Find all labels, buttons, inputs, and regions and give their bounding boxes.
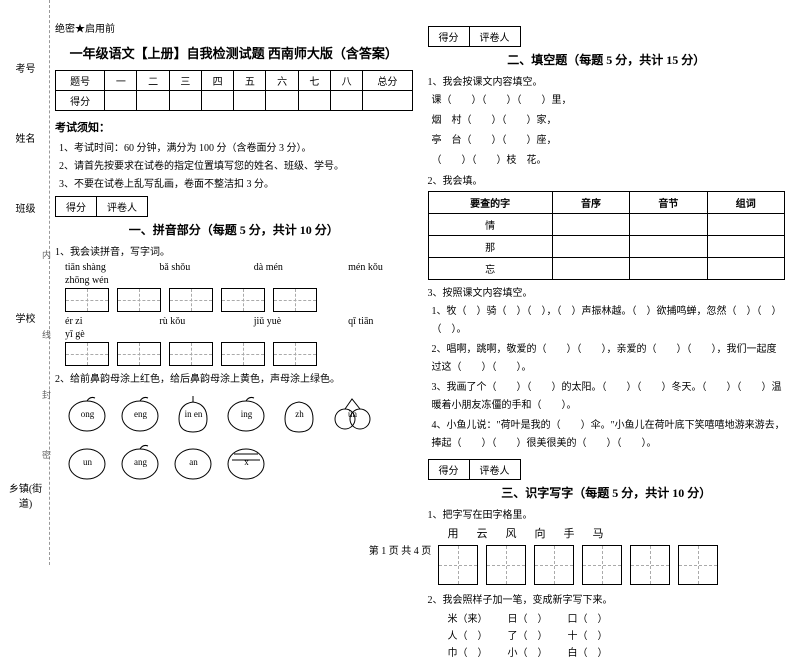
notice-item: 1、考试时间：60 分钟，满分为 100 分（含卷面分 3 分）。: [55, 139, 413, 154]
binding-margin: 考号 姓名 班级 学校 乡镇(街道) 内 线 封 密: [0, 0, 50, 565]
section-1-title: 一、拼音部分（每题 5 分，共计 10 分）: [55, 221, 413, 238]
fruit-shape: eng: [118, 394, 163, 434]
tianzige-cell: [273, 342, 317, 366]
question-text: 1、把字写在田字格里。: [428, 506, 786, 521]
pinyin-row: tiān shàngbǎ shǒudà ménmén kǒu: [55, 262, 413, 273]
page-content: 绝密★启用前 一年级语文【上册】自我检测试题 西南师大版（含答案） 题号一二三四…: [0, 0, 800, 671]
secret-label: 绝密★启用前: [55, 20, 413, 35]
table-row: 得分: [56, 91, 413, 111]
tianzige-cell: [169, 342, 213, 366]
question-text: 2、给前鼻韵母涂上红色，给后鼻韵母涂上黄色，声母涂上绿色。: [55, 370, 413, 385]
section-3-title: 三、识字写字（每题 5 分，共计 10 分）: [428, 484, 786, 501]
question-text: 1、我会读拼音，写字词。: [55, 243, 413, 258]
fruit-shape: ün: [330, 394, 375, 434]
table-row: 题号一二三四五六七八总分: [56, 71, 413, 91]
fruit-shape: x: [224, 442, 269, 482]
seal-line-char: 内: [40, 250, 53, 259]
margin-label-town: 乡镇(街道): [8, 480, 43, 510]
question-text: 2、我会填。: [428, 172, 786, 187]
question-text: 3、按照课文内容填空。: [428, 284, 786, 299]
exam-title: 一年级语文【上册】自我检测试题 西南师大版（含答案）: [55, 43, 413, 62]
fill-blank: 4、小鱼儿说："荷叶是我的（ ）伞。"小鱼儿在荷叶底下笑嘻嘻地游来游去，捧起（ …: [428, 417, 786, 453]
stroke-row: 人（ ）了（ ）十（ ）: [428, 627, 786, 642]
margin-label-name: 姓名: [8, 130, 43, 145]
seal-line-char: 密: [40, 450, 53, 459]
fill-blank: （ ）（ ）枝 花。: [428, 152, 786, 170]
question-text: 1、我会按课文内容填空。: [428, 73, 786, 88]
grade-marker-cell: 评卷人: [96, 196, 148, 217]
margin-label-class: 班级: [8, 200, 43, 215]
pinyin-row: ér zirù kǒujiǔ yuèqī tiān: [55, 316, 413, 327]
tianzige-cell: [169, 288, 213, 312]
page-footer: 第 1 页 共 4 页: [0, 542, 800, 557]
stroke-row: 巾（ ）小（ ）白（ ）: [428, 644, 786, 659]
pinyin-row: zhōng wén: [55, 275, 413, 286]
section-2-title: 二、填空题（每题 5 分，共计 15 分）: [428, 51, 786, 68]
question-text: 2、我会照样子加一笔，变成新字写下来。: [428, 591, 786, 606]
fruit-shape: ong: [65, 394, 110, 434]
seal-line-char: 封: [40, 390, 53, 399]
grade-score-cell: 得分: [428, 26, 469, 47]
fill-blank: 课（ ）（ ）（ ）里，: [428, 92, 786, 110]
tianzige-row: [55, 342, 413, 366]
grade-score-cell: 得分: [55, 196, 96, 217]
tianzige-cell: [117, 342, 161, 366]
fruit-shape: zh: [277, 394, 322, 434]
stroke-row: 米（来）日（ ）口（ ）: [428, 610, 786, 625]
grade-box: 得分 评卷人: [428, 26, 786, 47]
notice-item: 3、不要在试卷上乱写乱画，卷面不整洁扣 3 分。: [55, 175, 413, 190]
fill-blank: 亭 台（ ）（ ）座，: [428, 132, 786, 150]
pinyin-row: yī gè: [55, 329, 413, 340]
notice-item: 2、请首先按要求在试卷的指定位置填写您的姓名、班级、学号。: [55, 157, 413, 172]
fruit-shape: ing: [224, 394, 269, 434]
table-row: 那: [428, 236, 785, 258]
fruit-container: ong eng in en ing zh ün un ang an x: [55, 389, 413, 487]
table-row: 情: [428, 214, 785, 236]
fruit-shape: an: [171, 442, 216, 482]
fill-blank: 3、我画了个（ ）（ ）的太阳。（ ）（ ）冬天。（ ）（ ）温暖着小朋友冻僵的…: [428, 379, 786, 415]
fruit-shape: ang: [118, 442, 163, 482]
grade-marker-cell: 评卷人: [469, 459, 521, 480]
table-row: 要查的字音序音节组词: [428, 192, 785, 214]
margin-label-school: 学校: [8, 310, 43, 325]
grade-marker-cell: 评卷人: [469, 26, 521, 47]
tianzige-cell: [65, 288, 109, 312]
char-row: 用云风向手马: [428, 525, 786, 541]
grade-box: 得分 评卷人: [428, 459, 786, 480]
score-table: 题号一二三四五六七八总分 得分: [55, 70, 413, 111]
tianzige-cell: [117, 288, 161, 312]
notice-heading: 考试须知：: [55, 119, 413, 135]
fill-blank: 烟 村（ ）（ ）家，: [428, 112, 786, 130]
lookup-table: 要查的字音序音节组词 情 那 忘: [428, 191, 786, 280]
margin-label-exam-id: 考号: [8, 60, 43, 75]
tianzige-cell: [273, 288, 317, 312]
tianzige-cell: [65, 342, 109, 366]
grade-box: 得分 评卷人: [55, 196, 413, 217]
tianzige-row: [55, 288, 413, 312]
fill-blank: 1、牧（ ）骑（ ）（ ），（ ）声振林越。（ ）欲捕鸣蝉，忽然（ ）（ ）（ …: [428, 303, 786, 339]
tianzige-cell: [221, 342, 265, 366]
seal-line-char: 线: [40, 330, 53, 339]
fruit-shape: in en: [171, 394, 216, 434]
fruit-shape: un: [65, 442, 110, 482]
fill-blank: 2、唱啊，跳啊，敬爱的（ ）（ ），亲爱的（ ）（ ），我们一起度过这（ ）（ …: [428, 341, 786, 377]
tianzige-cell: [221, 288, 265, 312]
table-row: 忘: [428, 258, 785, 280]
grade-score-cell: 得分: [428, 459, 469, 480]
